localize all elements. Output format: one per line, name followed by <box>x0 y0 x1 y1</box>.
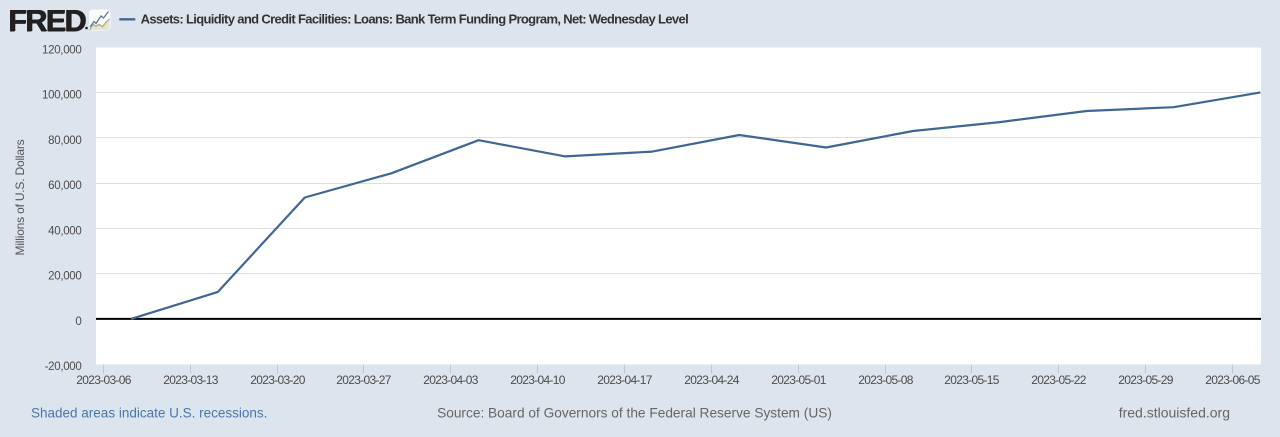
svg-text:2023-03-20: 2023-03-20 <box>250 373 305 387</box>
svg-text:2023-04-10: 2023-04-10 <box>510 373 565 387</box>
svg-text:2023-05-22: 2023-05-22 <box>1031 373 1086 387</box>
svg-text:FRED: FRED <box>9 4 86 38</box>
svg-text:-20,000: -20,000 <box>45 361 82 373</box>
svg-text:2023-03-27: 2023-03-27 <box>336 373 391 387</box>
svg-text:FRED: FRED <box>8 5 85 39</box>
svg-text:2023-04-03: 2023-04-03 <box>423 373 478 387</box>
svg-text:Source: Board of Governors of: Source: Board of Governors of the Federa… <box>437 406 832 421</box>
svg-text:2023-04-24: 2023-04-24 <box>684 373 739 387</box>
svg-text:Millions of U.S. Dollars: Millions of U.S. Dollars <box>13 139 27 255</box>
svg-text:2023-03-06: 2023-03-06 <box>76 373 131 387</box>
svg-text:100,000: 100,000 <box>42 90 81 102</box>
svg-text:FRED: FRED <box>8 4 85 38</box>
svg-text:Shaded areas indicate U.S. rec: Shaded areas indicate U.S. recessions. <box>31 406 267 421</box>
svg-text:2023-06-05: 2023-06-05 <box>1205 373 1260 387</box>
svg-text:80,000: 80,000 <box>48 135 81 147</box>
svg-text:2023-03-13: 2023-03-13 <box>163 373 218 387</box>
svg-text:2023-05-08: 2023-05-08 <box>858 373 913 387</box>
svg-text:120,000: 120,000 <box>42 44 81 56</box>
svg-text:20,000: 20,000 <box>48 271 81 283</box>
svg-text:fred.stlouisfed.org: fred.stlouisfed.org <box>1119 405 1230 421</box>
svg-text:60,000: 60,000 <box>48 180 81 192</box>
svg-text:2023-05-29: 2023-05-29 <box>1118 373 1173 387</box>
svg-text:Assets: Liquidity and Credit F: Assets: Liquidity and Credit Facilities:… <box>141 12 688 27</box>
svg-text:40,000: 40,000 <box>48 225 81 237</box>
svg-text:2023-05-15: 2023-05-15 <box>944 373 999 387</box>
svg-text:2023-05-01: 2023-05-01 <box>771 373 826 387</box>
svg-text:2023-04-17: 2023-04-17 <box>597 373 652 387</box>
svg-text:0: 0 <box>75 316 81 328</box>
